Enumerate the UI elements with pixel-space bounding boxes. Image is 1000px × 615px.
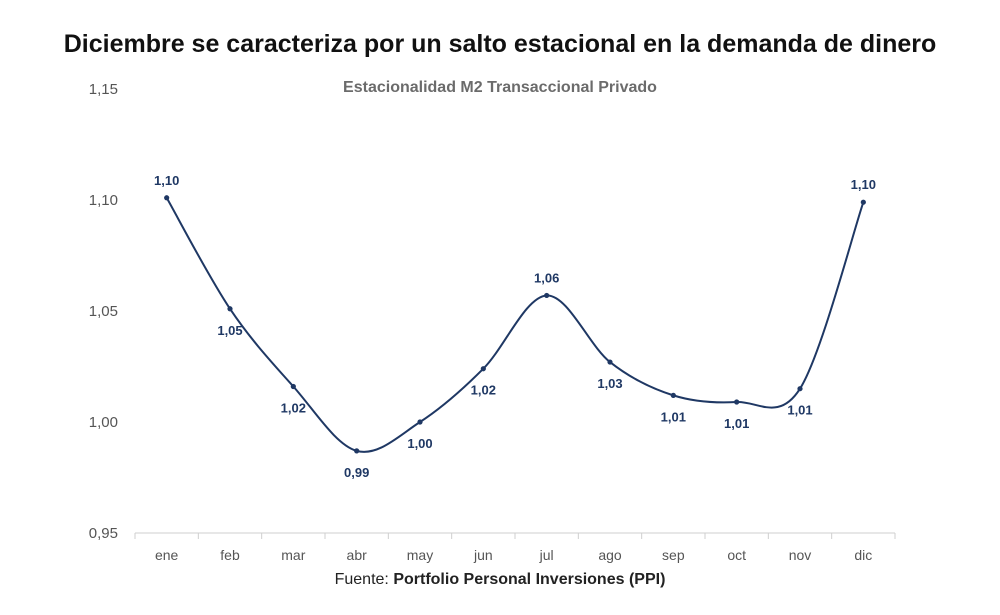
y-tick-label: 0,95 [89,525,118,542]
x-tick-label: ago [598,547,622,563]
x-tick-label: sep [662,547,685,563]
data-point [797,386,803,392]
data-point [354,448,360,454]
y-tick-label: 1,00 [89,414,118,431]
data-label: 1,05 [217,323,242,338]
source-label: Fuente: [334,571,389,588]
series-line [165,197,865,453]
data-label: 1,01 [787,403,812,418]
data-label: 0,99 [344,465,369,480]
data-label: 1,01 [724,416,749,431]
data-point [417,419,423,425]
source-name: Portfolio Personal Inversiones (PPI) [393,571,666,588]
y-tick-label: 1,15 [89,81,118,98]
data-point [290,383,296,390]
data-label: 1,10 [851,177,876,192]
y-tick-label: 1,05 [89,303,118,320]
data-label: 1,00 [407,436,432,451]
source-note: Fuente: Portfolio Personal Inversiones (… [0,571,1000,589]
data-label: 1,03 [597,376,622,391]
data-label: 1,10 [154,173,179,188]
x-tick-label: nov [789,547,812,563]
data-label: 1,01 [661,409,686,424]
x-tick-label: jul [539,547,554,563]
data-point [227,306,233,312]
x-tick-label: mar [281,547,305,563]
data-point [860,199,866,205]
x-tick-label: ene [155,547,179,563]
data-point [734,399,740,405]
x-tick-label: may [407,547,433,563]
data-point [607,359,613,365]
x-tick-label: abr [347,547,368,563]
data-label: 1,06 [534,270,559,285]
data-point [480,366,486,372]
data-label: 1,02 [471,383,496,398]
chart-title: Estacionalidad M2 Transaccional Privado [343,79,657,96]
x-tick-label: dic [854,547,872,563]
data-point [544,292,550,299]
data-point [670,392,676,398]
data-label: 1,02 [281,400,306,415]
x-tick-label: oct [727,547,746,563]
x-tick-label: jun [473,547,493,563]
x-tick-label: feb [220,547,240,563]
chart-headline: Diciembre se caracteriza por un salto es… [63,30,937,58]
y-tick-label: 1,10 [89,192,118,209]
data-point [164,195,170,201]
